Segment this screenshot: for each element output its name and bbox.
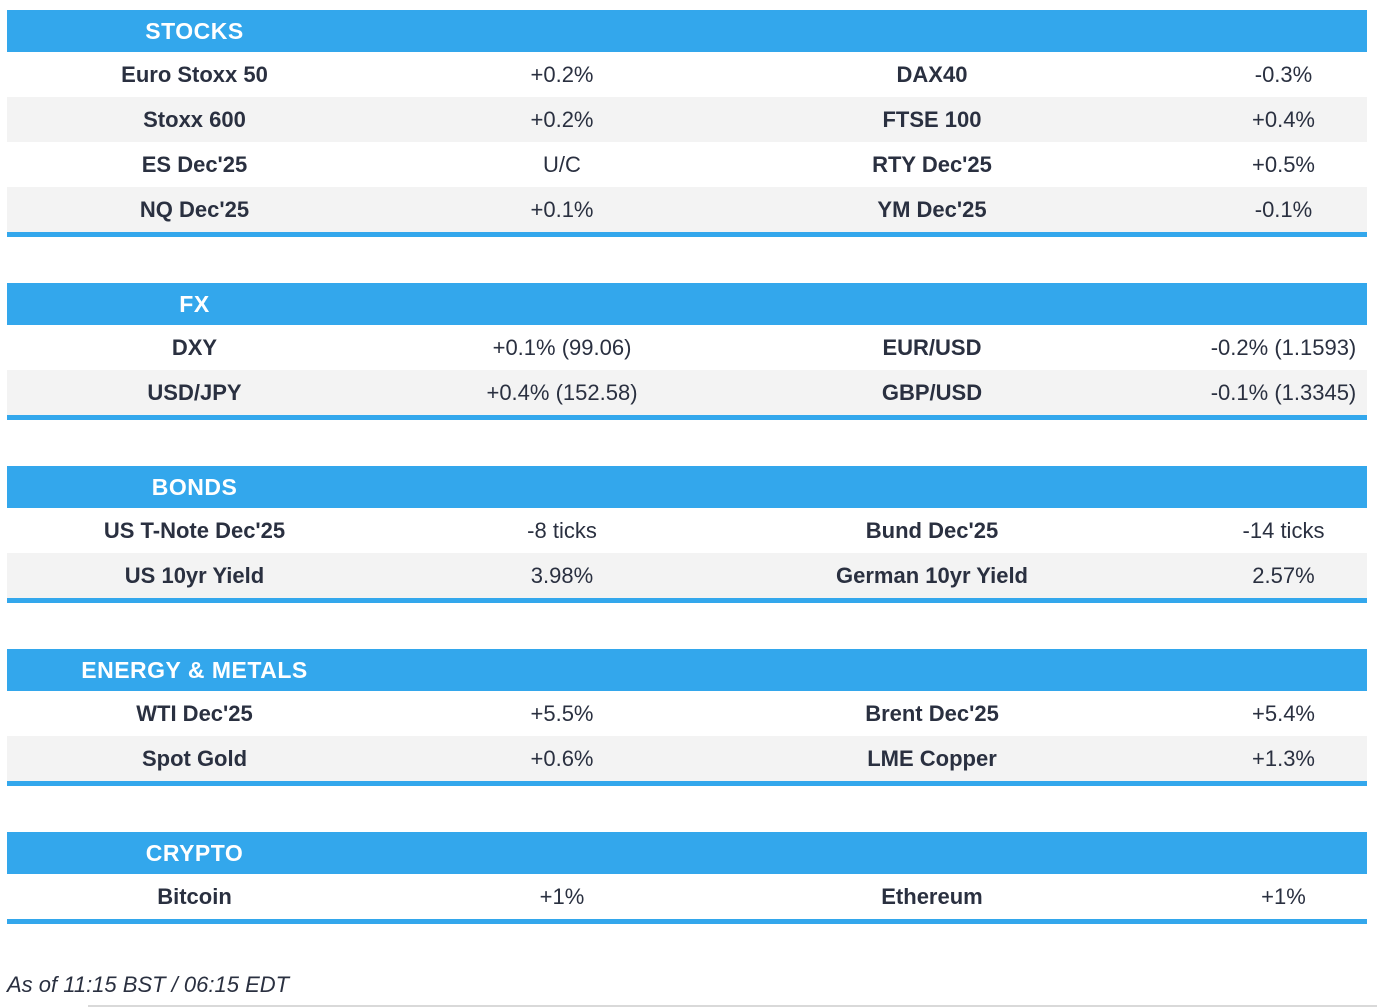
section-fx: FX DXY +0.1% (99.06) EUR/USD -0.2% (1.1593) U… <box>7 283 1367 420</box>
change-value: +0.2% <box>530 61 594 87</box>
instrument-label: Bund Dec'25 <box>865 517 999 543</box>
section-header-bonds: BONDS <box>7 466 1367 508</box>
change-value: -8 ticks <box>527 517 597 543</box>
change-value: -14 ticks <box>1242 517 1325 543</box>
change-value: +5.4% <box>1252 700 1315 726</box>
instrument-label: RTY Dec'25 <box>872 151 992 177</box>
instrument-label: EUR/USD <box>882 334 982 360</box>
instrument-label: LME Copper <box>867 745 997 771</box>
instrument-label: Stoxx 600 <box>143 106 246 132</box>
change-value: -0.1% (1.3345) <box>1210 379 1357 405</box>
table-row: Spot Gold +0.6% LME Copper +1.3% <box>7 736 1367 781</box>
section-title: STOCKS <box>145 17 244 44</box>
section-header-stocks: STOCKS <box>7 10 1367 52</box>
instrument-label: German 10yr Yield <box>836 562 1028 588</box>
instrument-label: US 10yr Yield <box>124 562 265 588</box>
instrument-label: YM Dec'25 <box>877 196 987 222</box>
instrument-label: FTSE 100 <box>882 106 982 132</box>
section-energy-metals: ENERGY & METALS WTI Dec'25 +5.5% Brent Dec'… <box>7 649 1367 786</box>
table-row: Stoxx 600 +0.2% FTSE 100 +0.4% <box>7 97 1367 142</box>
bottom-divider <box>88 1005 1377 1007</box>
table-row: US 10yr Yield 3.98% German 10yr Yield 2.57% <box>7 553 1367 598</box>
section-header-crypto: CRYPTO <box>7 832 1367 874</box>
change-value: 2.57% <box>1252 562 1315 588</box>
change-value: +1% <box>539 883 585 909</box>
change-value: +0.4% (152.58) <box>486 379 638 405</box>
instrument-label: Ethereum <box>881 883 983 909</box>
table-row: WTI Dec'25 +5.5% Brent Dec'25 +5.4% <box>7 691 1367 736</box>
change-value: +0.1% (99.06) <box>492 334 632 360</box>
table-row: USD/JPY +0.4% (152.58) GBP/USD -0.1% (1.334… <box>7 370 1367 415</box>
sections-root: STOCKS Euro Stoxx 50 +0.2% DAX40 -0.3% Stoxx … <box>7 10 1367 924</box>
change-value: +1.3% <box>1252 745 1315 771</box>
change-value: +0.5% <box>1252 151 1315 177</box>
instrument-label: Brent Dec'25 <box>865 700 999 726</box>
instrument-label: GBP/USD <box>881 379 983 405</box>
change-value: +5.5% <box>530 700 594 726</box>
change-value: +0.6% <box>530 745 594 771</box>
change-value: +0.4% <box>1252 106 1315 132</box>
instrument-label: Spot Gold <box>141 745 248 771</box>
instrument-label: Euro Stoxx 50 <box>121 61 268 87</box>
instrument-label: NQ Dec'25 <box>139 196 250 222</box>
table-row: NQ Dec'25 +0.1% YM Dec'25 -0.1% <box>7 187 1367 232</box>
instrument-label: WTI Dec'25 <box>136 700 253 726</box>
instrument-label: Bitcoin <box>157 883 232 909</box>
section-title: BONDS <box>151 473 238 500</box>
instrument-label: ES Dec'25 <box>141 151 248 177</box>
table-row: Euro Stoxx 50 +0.2% DAX40 -0.3% <box>7 52 1367 97</box>
change-value: -0.2% (1.1593) <box>1210 334 1357 360</box>
section-bonds: BONDS US T-Note Dec'25 -8 ticks Bund Dec'25… <box>7 466 1367 603</box>
change-value: 3.98% <box>530 562 594 588</box>
change-value: +0.2% <box>530 106 594 132</box>
instrument-label: DAX40 <box>896 61 968 87</box>
table-row: Bitcoin +1% Ethereum +1% <box>7 874 1367 919</box>
change-value: -0.3% <box>1254 61 1313 87</box>
section-title: CRYPTO <box>145 839 244 866</box>
section-title: ENERGY & METALS <box>81 656 308 683</box>
timestamp-note: As of 11:15 BST / 06:15 EDT <box>7 972 290 997</box>
change-value: +0.1% <box>530 196 594 222</box>
table-row: ES Dec'25 U/C RTY Dec'25 +0.5% <box>7 142 1367 187</box>
change-value: -0.1% <box>1254 196 1313 222</box>
section-crypto: CRYPTO Bitcoin +1% Ethereum +1% <box>7 832 1367 924</box>
instrument-label: US T-Note Dec'25 <box>103 517 286 543</box>
section-title: FX <box>179 290 210 317</box>
instrument-label: DXY <box>171 334 218 360</box>
section-header-fx: FX <box>7 283 1367 325</box>
change-value: U/C <box>543 151 581 177</box>
table-row: US T-Note Dec'25 -8 ticks Bund Dec'25 -14 t… <box>7 508 1367 553</box>
instrument-label: USD/JPY <box>147 379 242 405</box>
section-header-energy-metals: ENERGY & METALS <box>7 649 1367 691</box>
change-value: +1% <box>1261 883 1306 909</box>
section-stocks: STOCKS Euro Stoxx 50 +0.2% DAX40 -0.3% Stoxx … <box>7 10 1367 237</box>
table-row: DXY +0.1% (99.06) EUR/USD -0.2% (1.1593) <box>7 325 1367 370</box>
